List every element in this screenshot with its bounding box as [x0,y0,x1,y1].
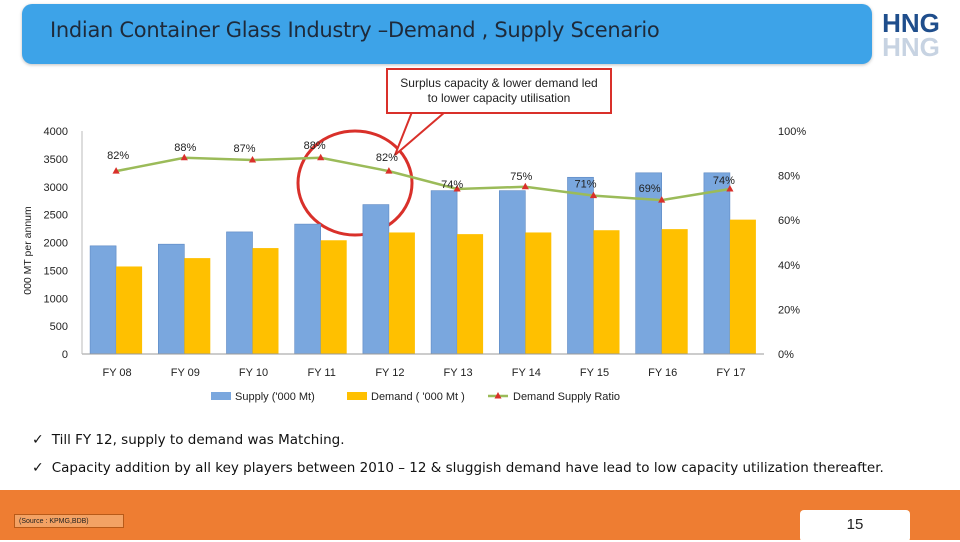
footer-bar: (Source : KPMG,BDB) 15 [0,490,960,542]
x-tick-label: FY 15 [580,367,609,379]
legend-swatch-demand [347,392,367,400]
bullet-2: ✓ Capacity addition by all key players be… [32,460,884,476]
demand-bar [457,234,484,354]
supply-bar [226,231,253,355]
y-tick-label: 4000 [44,126,68,138]
ratio-data-label: 82% [376,152,398,164]
bullet-1: ✓ Till FY 12, supply to demand was Matchi… [32,432,345,448]
y-tick-label: 0 [62,349,68,361]
y-tick-label: 3000 [44,182,68,194]
demand-bar [525,232,552,354]
source-note: (Source : KPMG,BDB) [14,514,124,528]
y2-tick-label: 0% [778,349,794,361]
y-tick-label: 1000 [44,293,68,305]
ratio-line [115,156,731,202]
ratio-data-label: 75% [510,171,532,183]
y2-tick-label: 80% [778,171,800,183]
y-tick-label: 1500 [44,265,68,277]
supply-bar [567,176,594,355]
supply-bar [703,172,731,355]
y-tick-label: 500 [50,321,68,333]
demand-bar [593,230,620,354]
ratio-marker [521,182,529,190]
x-tick-label: FY 12 [375,367,404,379]
demand-bar [729,219,756,354]
x-tick-label: FY 17 [716,367,745,379]
x-tick-label: FY 09 [171,367,200,379]
page-title: Indian Container Glass Industry –Demand … [50,18,660,42]
ratio-data-label: 88% [304,140,326,152]
bullet-1-text: Till FY 12, supply to demand was Matchin… [51,432,345,448]
x-tick-label: FY 14 [512,367,541,379]
x-tick-label: FY 16 [648,367,677,379]
surplus-callout: Surplus capacity & lower demand led to l… [386,68,612,114]
x-tick-label: FY 11 [308,367,336,379]
callout-pointer [394,111,448,156]
y2-tick-label: 40% [778,260,800,272]
demand-bar [661,229,688,354]
ratio-data-label: 74% [713,175,735,187]
y-axis-title: 000 MT per annum [22,206,34,295]
company-logo: HNG HNG [882,8,940,62]
ratio-marker [589,191,598,199]
page-number: 15 [800,510,910,542]
demand-bar [116,266,143,354]
demand-bar [388,232,415,354]
ratio-marker [726,184,734,192]
legend-label-ratio: Demand Supply Ratio [513,391,620,403]
ratio-marker [658,196,666,203]
legend-swatch-supply [211,392,231,400]
check-icon: ✓ [32,432,44,448]
logo-text-top: HNG [882,8,940,38]
y-tick-label: 2000 [44,238,68,250]
ratio-data-label: 87% [233,143,255,155]
callout-line-2: to lower capacity utilisation [427,91,571,105]
supply-bar [89,245,117,355]
supply-bar [158,243,185,355]
ratio-data-label: 82% [107,150,129,162]
demand-bar [252,248,279,354]
ratio-marker [317,153,325,161]
legend-label-supply: Supply ('000 Mt) [235,391,315,403]
ratio-marker [248,155,257,163]
y-tick-label: 2500 [44,210,68,222]
ratio-marker [385,167,393,174]
logo-text-bottom: HNG [882,32,940,62]
ratio-data-label: 74% [441,179,463,191]
highlight-ellipse [296,129,414,237]
bullet-2-text: Capacity addition by all key players bet… [51,460,884,476]
y-tick-label: 3500 [44,154,68,166]
title-bar: Indian Container Glass Industry –Demand … [22,4,872,64]
ratio-marker [112,167,120,174]
x-tick-label: FY 13 [444,367,473,379]
check-icon: ✓ [32,460,44,476]
callout-line-1: Surplus capacity & lower demand led [400,76,598,90]
y2-tick-label: 60% [778,215,800,227]
demand-bar [320,240,347,354]
supply-bar [498,190,526,355]
ratio-marker [453,184,461,192]
legend-label-demand: Demand ( '000 Mt ) [371,391,465,403]
demand-supply-chart: 82% 88% 87% 88% 82% 74% 75% 71% 69% 74% 0 500 1000 1… [22,111,806,403]
y2-tick-label: 100% [778,126,806,138]
supply-bar [362,204,390,355]
x-tick-label: FY 10 [239,367,268,379]
ratio-data-label: 71% [574,179,596,191]
ratio-data-label: 69% [639,183,661,195]
x-tick-label: FY 08 [103,367,132,379]
y2-tick-label: 20% [778,304,800,316]
ratio-marker [180,153,188,161]
supply-bar [294,223,322,355]
legend-marker-ratio [494,392,502,399]
supply-bar [430,190,458,355]
ratio-data-label: 88% [174,142,196,154]
demand-bar [184,258,211,354]
